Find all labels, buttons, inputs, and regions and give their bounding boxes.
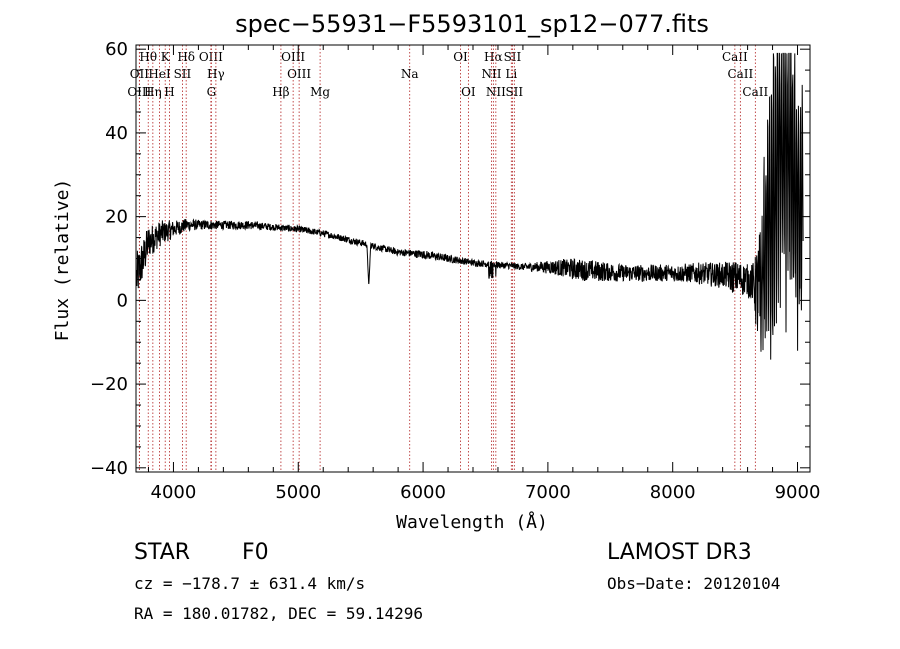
survey-name: LAMOST DR3 bbox=[607, 540, 752, 565]
plot-frame bbox=[135, 44, 811, 473]
y-tick-label: 40 bbox=[105, 123, 128, 144]
object-class: STAR bbox=[134, 540, 191, 565]
spectral-line-label: NII bbox=[486, 85, 506, 99]
y-tick-label: −20 bbox=[90, 374, 128, 395]
x-tick-label: 4000 bbox=[151, 482, 197, 503]
spectral-line-label: Li bbox=[505, 67, 517, 81]
spectral-line-label: SII bbox=[174, 67, 192, 81]
y-tick-label: −40 bbox=[90, 458, 128, 479]
chart-title: spec−55931−F5593101_sp12−077.fits bbox=[235, 10, 709, 38]
spectral-line-label: Mg bbox=[310, 85, 330, 99]
spectral-line-label: NII bbox=[481, 67, 501, 81]
object-subclass: F0 bbox=[242, 540, 269, 565]
x-axis-label: Wavelength (Å) bbox=[396, 511, 548, 533]
y-tick-label: 20 bbox=[105, 207, 128, 228]
coordinates: RA = 180.01782, DEC = 59.14296 bbox=[134, 604, 423, 623]
spectral-line-label: CaII bbox=[742, 85, 768, 99]
spectrum-line bbox=[136, 52, 804, 360]
observation-date: Obs−Date: 20120104 bbox=[607, 574, 781, 593]
spectral-line-label: K bbox=[161, 50, 171, 64]
spectral-line-label: Na bbox=[401, 67, 419, 81]
x-tick-label: 9000 bbox=[775, 482, 821, 503]
x-tick-label: 8000 bbox=[650, 482, 696, 503]
spectral-line-label: Hθ bbox=[139, 50, 157, 64]
spectral-line-label: G bbox=[207, 85, 217, 99]
x-tick-label: 6000 bbox=[400, 482, 446, 503]
spectral-line-label: SII bbox=[504, 50, 522, 64]
spectral-line-label: CaII bbox=[722, 50, 748, 64]
y-axis: −40 −20 0 20 40 60 bbox=[90, 39, 810, 479]
redshift-velocity: cz = −178.7 ± 631.4 km/s bbox=[134, 574, 366, 593]
spectral-line-label: Hη bbox=[144, 85, 162, 99]
spectral-line-label: OIII bbox=[127, 85, 151, 99]
spectral-line-label: H bbox=[164, 85, 174, 99]
y-tick-label: 0 bbox=[117, 290, 128, 311]
spectral-line-label: CaII bbox=[727, 67, 753, 81]
spectral-line-label: OI bbox=[453, 50, 468, 64]
spectral-line-label: SII bbox=[505, 85, 523, 99]
x-tick-label: 7000 bbox=[525, 482, 571, 503]
y-axis-label: Flux (relative) bbox=[52, 179, 73, 342]
spectral-line-label: Hβ bbox=[272, 85, 289, 99]
spectral-line-label: OIII bbox=[281, 50, 305, 64]
x-tick-label: 5000 bbox=[275, 482, 321, 503]
spectral-line-label: OIII bbox=[287, 67, 311, 81]
spectral-line-label: Hγ bbox=[207, 67, 225, 81]
spectral-line-label: Hα bbox=[484, 50, 503, 64]
spectral-line-label: HeI bbox=[148, 67, 171, 81]
x-axis: 4000 5000 6000 7000 8000 9000 bbox=[147, 45, 821, 503]
y-tick-label: 60 bbox=[105, 39, 128, 60]
spectral-line-label: Hδ bbox=[177, 50, 195, 64]
spectral-line-label: OI bbox=[461, 85, 476, 99]
